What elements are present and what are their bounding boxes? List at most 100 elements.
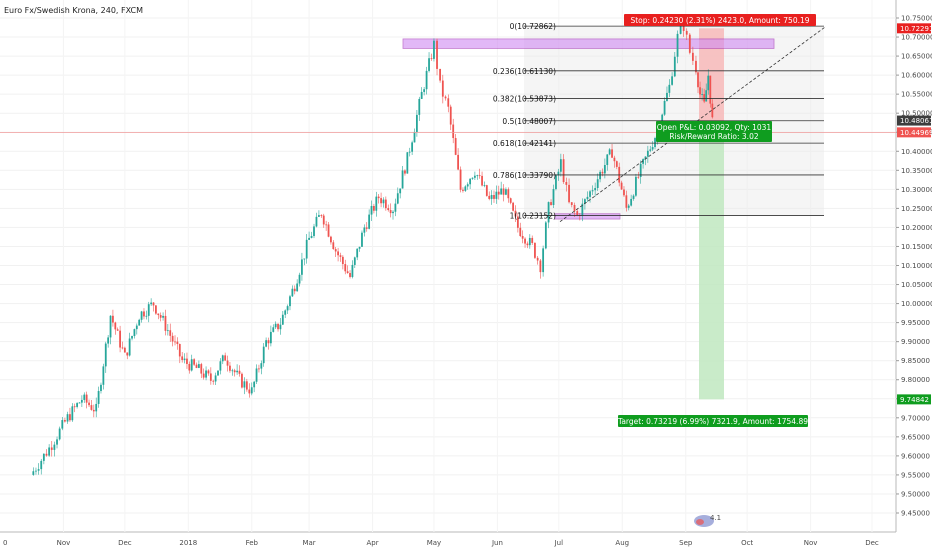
candle-body xyxy=(589,191,591,197)
candle-body xyxy=(519,227,522,236)
y-tick-label: 9.45000 xyxy=(901,510,930,518)
candle-body xyxy=(97,391,100,404)
y-tick-label: 10.60000 xyxy=(901,72,932,80)
candle-body xyxy=(219,361,222,371)
candle-body xyxy=(42,453,45,461)
candle-body xyxy=(195,364,198,368)
candle-body xyxy=(353,257,356,265)
candle-body xyxy=(233,370,236,373)
candle-body xyxy=(703,94,706,102)
candle-body xyxy=(107,337,110,344)
candle-body xyxy=(488,195,491,199)
candle-body xyxy=(682,26,685,31)
x-tick-label: Apr xyxy=(366,539,378,547)
stop-label: Stop: 0.24230 (2.31%) 2423.0, Amount: 75… xyxy=(630,16,809,25)
y-tick-label: 10.65000 xyxy=(901,53,932,61)
candle-body xyxy=(289,296,291,307)
candle-body xyxy=(92,409,95,412)
candle-body xyxy=(584,199,586,204)
candle-body xyxy=(418,98,421,115)
candle-body xyxy=(205,370,207,378)
y-tick-label: 10.25000 xyxy=(901,205,932,213)
candle-body xyxy=(705,90,708,102)
candle-body xyxy=(284,310,287,315)
candle-body xyxy=(183,358,186,360)
candle-body xyxy=(260,363,263,369)
candle-body xyxy=(528,237,531,246)
candle-body xyxy=(399,188,402,194)
candle-body xyxy=(181,356,184,360)
x-tick-label: Aug xyxy=(615,539,629,547)
candle-body xyxy=(623,189,625,196)
x-tick-label: Jul xyxy=(554,539,564,547)
candle-body xyxy=(155,305,157,314)
candle-body xyxy=(341,256,344,265)
candle-body xyxy=(193,359,196,365)
candle-body xyxy=(217,370,219,376)
candle-body xyxy=(58,428,61,440)
candle-body xyxy=(69,414,71,421)
y-tick-label: 9.90000 xyxy=(901,338,930,346)
candle-body xyxy=(197,364,200,368)
candle-body xyxy=(88,402,90,406)
candle-body xyxy=(502,188,505,195)
candle-body xyxy=(581,203,584,217)
candle-body xyxy=(699,87,701,95)
candle-body xyxy=(685,30,688,35)
x-tick-label: Oct xyxy=(741,539,753,547)
candle-body xyxy=(291,288,294,297)
candle-body xyxy=(611,149,613,158)
candle-body xyxy=(408,151,411,153)
candle-body xyxy=(420,91,423,99)
candle-body xyxy=(642,159,644,164)
price-badge xyxy=(897,394,931,405)
candle-body xyxy=(262,346,265,364)
candle-body xyxy=(389,210,392,214)
y-tick-label: 9.95000 xyxy=(901,319,930,327)
candle-body xyxy=(462,189,464,191)
candle-body xyxy=(481,175,483,186)
candle-body xyxy=(568,184,570,203)
candle-body xyxy=(90,405,93,410)
candle-body xyxy=(644,156,647,160)
candle-body xyxy=(368,214,371,229)
candle-body xyxy=(100,384,102,392)
candle-body xyxy=(603,164,606,174)
candle-body xyxy=(555,175,557,190)
candle-body xyxy=(441,80,444,97)
target-label-box xyxy=(618,415,808,427)
x-tick-label: Mar xyxy=(302,539,315,547)
candle-body xyxy=(363,227,366,233)
candle-body xyxy=(358,246,361,249)
y-tick-label: 10.75000 xyxy=(901,15,932,23)
candle-body xyxy=(327,224,330,237)
candle-body xyxy=(308,237,310,240)
candle-body xyxy=(119,330,121,348)
candle-body xyxy=(485,185,488,196)
candle-body xyxy=(637,176,640,178)
candle-body xyxy=(305,239,308,259)
y-tick-label: 10.20000 xyxy=(901,224,932,232)
candle-body xyxy=(349,273,351,277)
y-tick-label: 10.10000 xyxy=(901,262,932,270)
y-tick-label: 10.30000 xyxy=(901,186,932,194)
candle-body xyxy=(135,325,138,330)
candle-body xyxy=(707,75,710,91)
candle-body xyxy=(351,264,354,277)
candle-body xyxy=(691,52,694,61)
candle-body xyxy=(497,191,500,195)
candle-body xyxy=(279,324,282,330)
candle-body xyxy=(361,232,363,247)
candle-body xyxy=(370,205,373,215)
candle-body xyxy=(330,236,332,243)
candle-body xyxy=(534,242,536,258)
candle-body xyxy=(95,403,98,412)
stop-label-box xyxy=(624,14,816,26)
candle-body xyxy=(267,340,270,344)
candle-body xyxy=(679,26,682,34)
candle-body xyxy=(73,406,76,408)
candle-body xyxy=(439,68,441,81)
candle-body xyxy=(375,196,378,211)
candle-body xyxy=(447,98,450,107)
candle-body xyxy=(301,259,303,275)
